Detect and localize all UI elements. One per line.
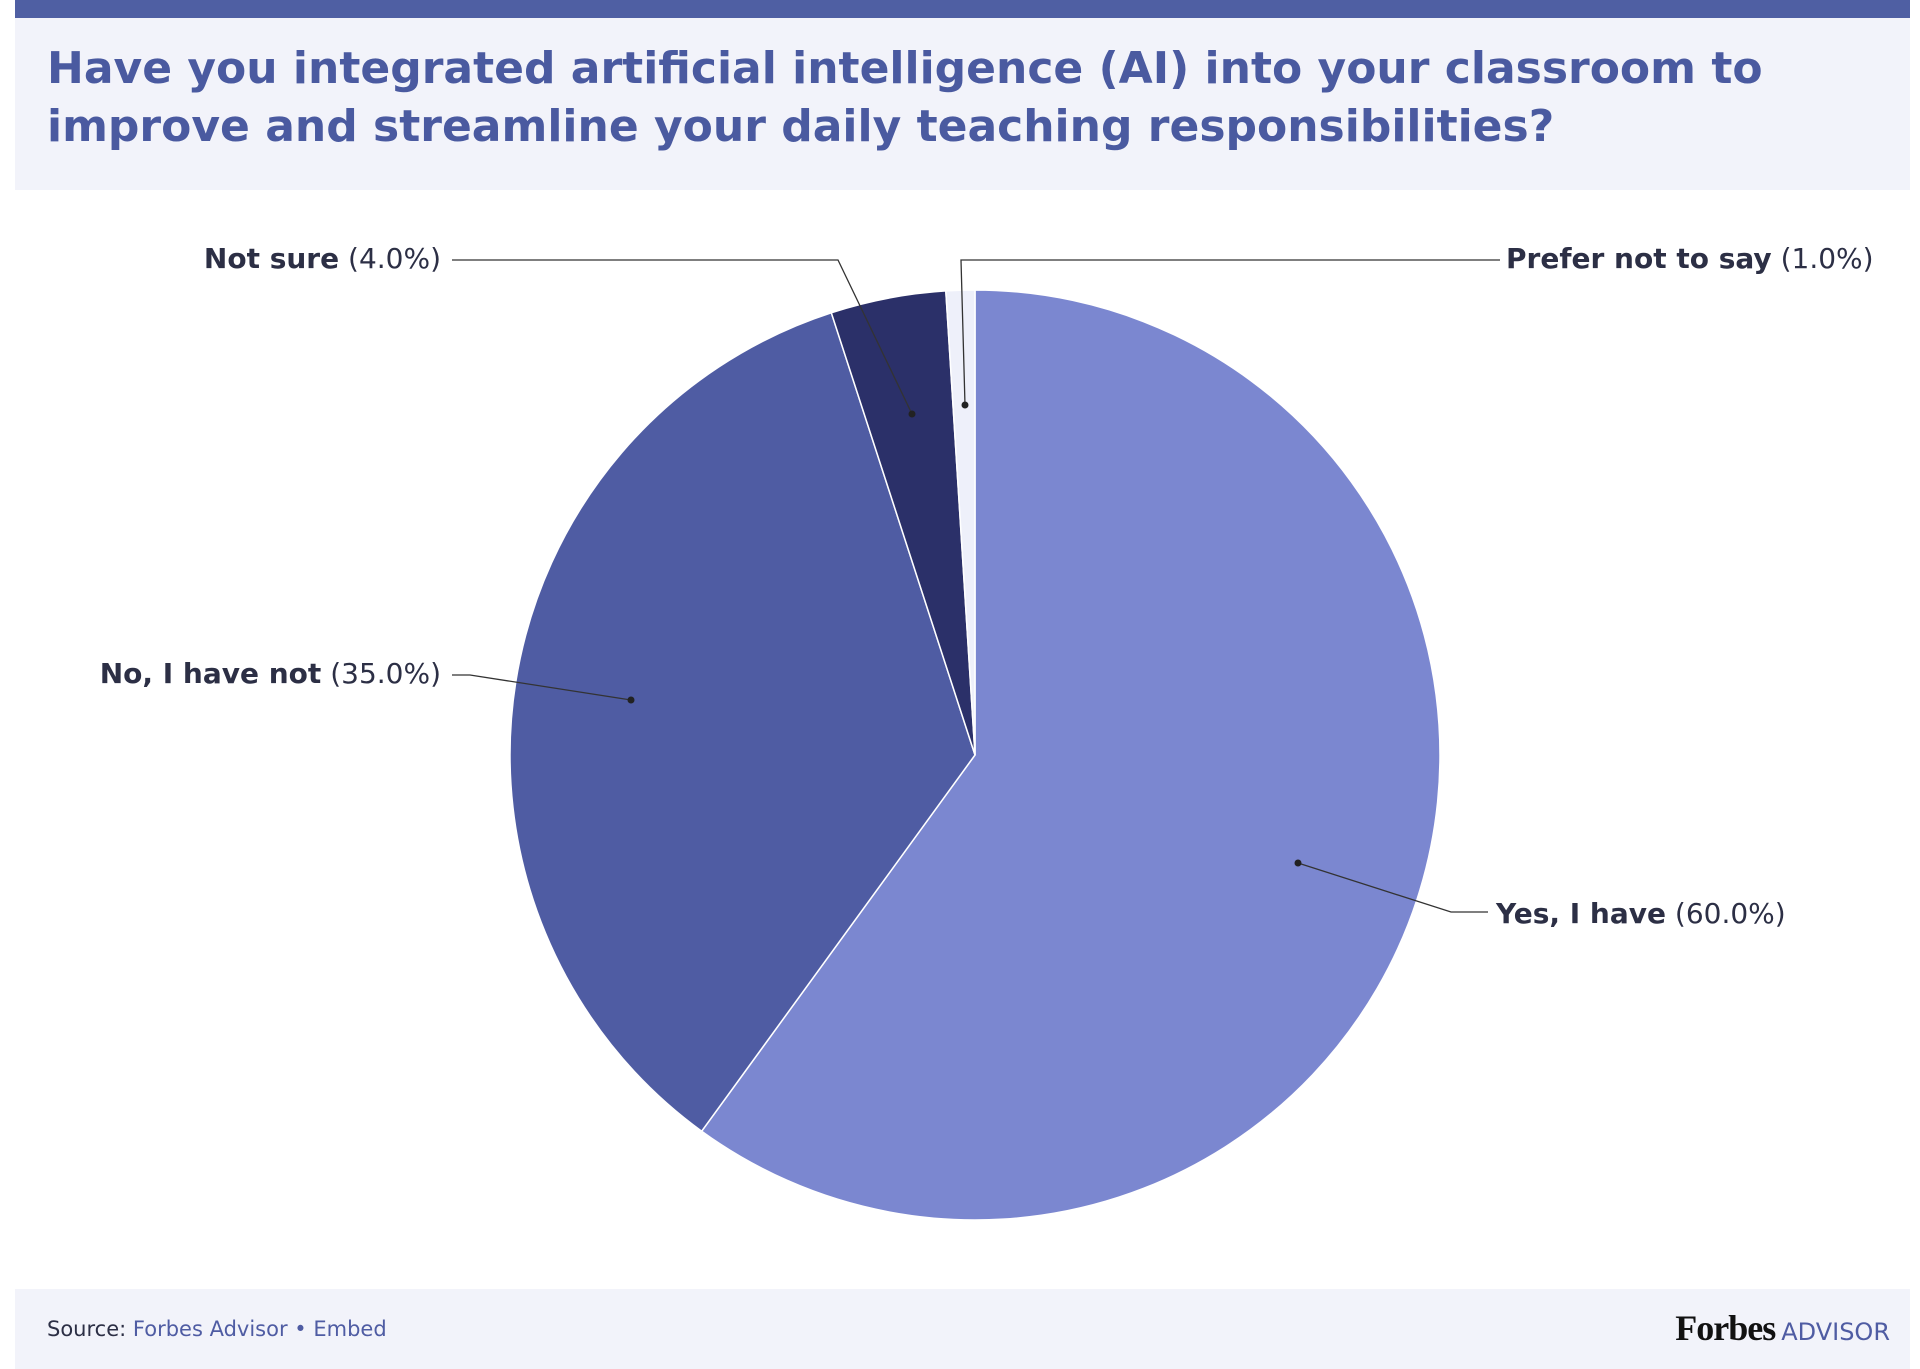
logo-sub: ADVISOR — [1781, 1318, 1890, 1346]
top-bar — [15, 0, 1910, 18]
label-name: No, I have not — [100, 657, 322, 690]
label-name: Not sure — [204, 242, 339, 275]
header: Have you integrated artificial intellige… — [15, 18, 1910, 190]
chart-title: Have you integrated artificial intellige… — [47, 43, 1763, 152]
data-label: Yes, I have (60.0%) — [1495, 897, 1786, 930]
leader-dot — [627, 696, 635, 704]
leader-dot — [961, 401, 969, 409]
label-value: (4.0%) — [348, 242, 441, 275]
logo-text: Forbes — [1675, 1308, 1776, 1348]
leader-dot — [908, 410, 916, 418]
pie-slice — [700, 289, 1441, 1221]
data-label: Not sure (4.0%) — [204, 242, 441, 275]
label-value: (1.0%) — [1781, 242, 1874, 275]
label-value: (60.0%) — [1675, 897, 1786, 930]
label-name: Yes, I have — [1495, 897, 1666, 930]
label-name: Prefer not to say — [1506, 242, 1772, 275]
source: Source: Forbes Advisor • Embed — [47, 1317, 387, 1341]
separator: • — [294, 1317, 307, 1341]
logo: Forbes ADVISOR — [1675, 1307, 1890, 1349]
source-label: Source: — [47, 1317, 127, 1341]
source-link[interactable]: Forbes Advisor — [132, 1317, 288, 1341]
label-value: (35.0%) — [330, 657, 441, 690]
leader-line — [452, 259, 913, 415]
data-label: No, I have not (35.0%) — [100, 657, 441, 690]
embed-link[interactable]: Embed — [313, 1317, 387, 1341]
leader-dot — [1294, 859, 1302, 867]
data-label: Prefer not to say (1.0%) — [1506, 242, 1874, 275]
leader-line — [1297, 862, 1488, 913]
leader-line — [960, 259, 1500, 406]
footer: Source: Forbes Advisor • Embed Forbes ADV… — [15, 1289, 1910, 1369]
leader-line — [452, 674, 632, 701]
chart: Yes, I have (60.0%) No, I have not (35.0%… — [100, 242, 1874, 1221]
